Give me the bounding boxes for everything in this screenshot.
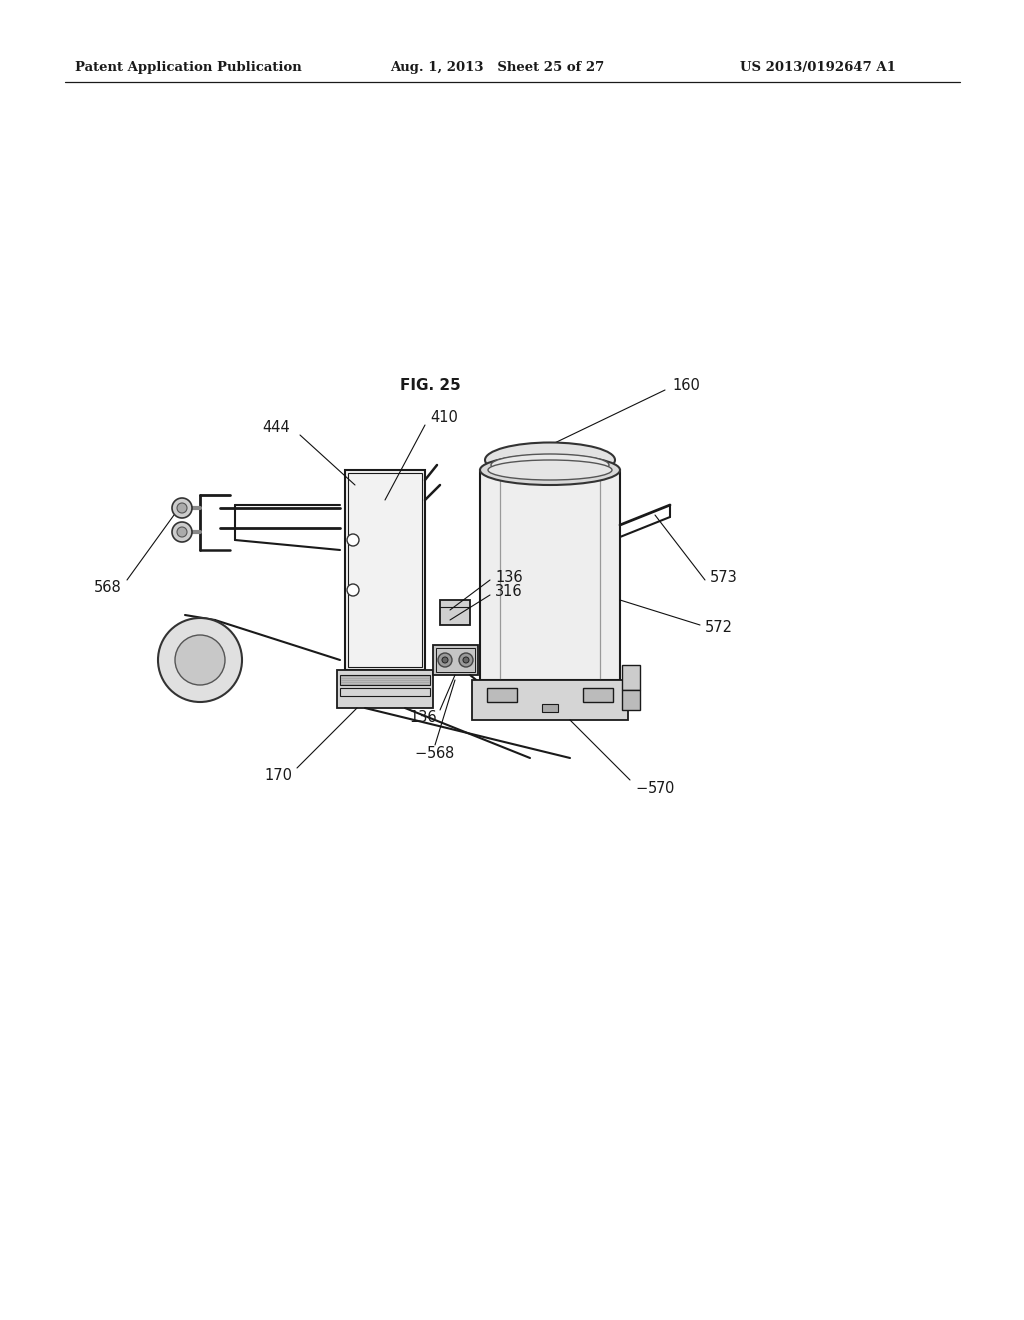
Bar (542, 704, 558, 711)
Circle shape (459, 653, 473, 667)
Circle shape (172, 498, 193, 517)
Circle shape (177, 503, 187, 513)
Bar (340, 675, 430, 685)
Circle shape (158, 618, 242, 702)
Bar (340, 688, 430, 696)
Bar (345, 470, 425, 671)
Bar (472, 680, 628, 719)
Bar (440, 601, 470, 624)
Text: $-$570: $-$570 (635, 780, 675, 796)
Text: 160: 160 (672, 378, 699, 392)
Text: 444: 444 (262, 421, 290, 436)
Text: Aug. 1, 2013   Sheet 25 of 27: Aug. 1, 2013 Sheet 25 of 27 (390, 62, 604, 74)
Ellipse shape (485, 442, 615, 478)
Bar (337, 671, 433, 708)
Bar (583, 688, 613, 702)
Bar (622, 690, 640, 710)
Ellipse shape (480, 455, 620, 484)
Text: FIG. 25: FIG. 25 (399, 378, 461, 392)
Bar (433, 645, 478, 675)
Text: 573: 573 (710, 569, 737, 585)
Bar (487, 688, 517, 702)
Circle shape (438, 653, 452, 667)
Text: 568: 568 (94, 581, 122, 595)
Circle shape (177, 527, 187, 537)
Circle shape (175, 635, 225, 685)
Circle shape (463, 657, 469, 663)
Ellipse shape (490, 454, 609, 477)
Bar (480, 470, 620, 680)
Ellipse shape (488, 459, 612, 480)
Text: Patent Application Publication: Patent Application Publication (75, 62, 302, 74)
Text: 410: 410 (430, 411, 458, 425)
Text: 136: 136 (410, 710, 437, 726)
Circle shape (347, 583, 359, 597)
Text: 572: 572 (705, 620, 733, 635)
Text: US 2013/0192647 A1: US 2013/0192647 A1 (740, 62, 896, 74)
Circle shape (442, 657, 449, 663)
Circle shape (347, 535, 359, 546)
Text: 316: 316 (495, 585, 522, 599)
Text: $-$568: $-$568 (415, 744, 456, 762)
Bar (436, 648, 475, 672)
Text: 170: 170 (264, 768, 292, 784)
Bar (622, 665, 640, 690)
Circle shape (172, 521, 193, 543)
Bar (348, 473, 422, 667)
Text: 136: 136 (495, 569, 522, 585)
